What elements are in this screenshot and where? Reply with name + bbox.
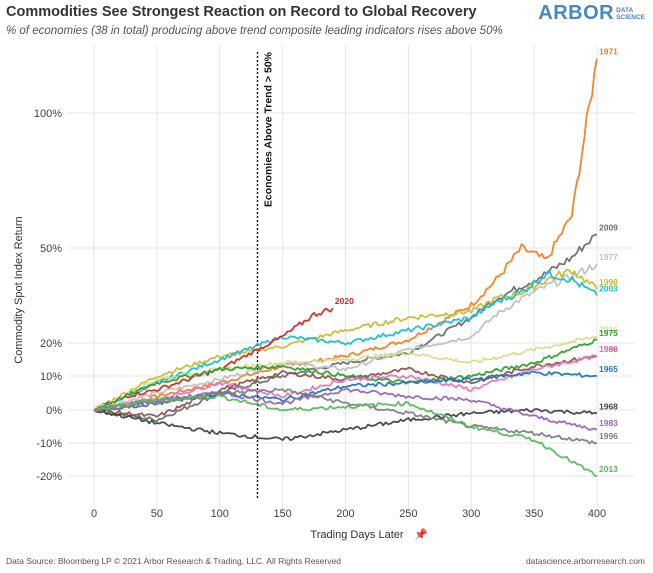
series-label-1977: 1977 [599, 252, 618, 262]
gridlines [68, 45, 635, 515]
series-line-1998 [93, 268, 598, 411]
footer-site[interactable]: datascience.arborresearch.com [525, 556, 645, 566]
series-label-2016: 2016 [599, 325, 618, 335]
x-axis-label: Trading Days Later [310, 529, 403, 541]
series-label-1986: 1986 [599, 344, 618, 354]
x-tick-label: 50 [151, 508, 163, 520]
series-line-1983 [93, 387, 598, 431]
series-layer [93, 58, 598, 477]
series-label-1993: 1993 [599, 344, 618, 354]
y-tick-label: 50% [40, 243, 62, 255]
x-tick-label: 400 [588, 508, 606, 520]
series-line-2009 [93, 233, 598, 423]
brand-sub-line-2: SCIENCE [616, 13, 645, 21]
threshold-label: Economies Above Trend > 50% [262, 51, 274, 207]
series-label-1968: 1968 [599, 401, 618, 411]
y-axis-label: Commodity Spot Index Return [13, 216, 25, 363]
series-line-2013 [93, 394, 598, 477]
series-label-1998: 1998 [599, 277, 618, 287]
series-label-1971: 1971 [599, 47, 618, 57]
series-line-1977 [93, 263, 598, 412]
y-tick-label: 10% [40, 371, 62, 383]
x-tick-label: 200 [336, 508, 354, 520]
y-tick-label: 20% [40, 338, 62, 350]
arbor-logo: ARBOR DATA SCIENCE [538, 2, 645, 25]
y-tick-label: -10% [36, 438, 62, 450]
series-label-1975: 1975 [599, 328, 618, 338]
brand-name: ARBOR [538, 2, 615, 24]
x-tick-label: 150 [273, 508, 291, 520]
series-label-2020: 2020 [335, 296, 354, 306]
x-tick-label: 0 [91, 508, 97, 520]
series-line-1996 [93, 387, 598, 445]
footer-source: Data Source: Bloomberg LP © 2021 Arbor R… [6, 556, 341, 566]
y-tick-label: -20% [36, 471, 62, 483]
chart-subtitle: % of economies (38 in total) producing a… [6, 25, 503, 37]
series-label-1996: 1996 [599, 431, 618, 441]
annotation-layer: Economies Above Trend > 50% [256, 51, 274, 500]
series-line-1975 [93, 338, 598, 412]
series-label-2013: 2013 [599, 464, 618, 474]
x-axis-ticks: 0 50 100 150 200 250 300 350 400 [91, 508, 606, 520]
pin-icon: 📌 [414, 527, 428, 541]
series-label-2003: 2003 [599, 284, 618, 294]
x-tick-label: 300 [462, 508, 480, 520]
brand-sub-line-1: DATA [616, 6, 634, 14]
y-tick-label: 100% [34, 108, 62, 120]
x-tick-label: 350 [525, 508, 543, 520]
brand-subtitle: DATA SCIENCE [616, 7, 645, 21]
series-label-1983: 1983 [599, 418, 618, 428]
y-tick-label: 0% [46, 405, 62, 417]
x-tick-label: 100 [211, 508, 229, 520]
chart-title: Commodities See Strongest Reaction on Re… [6, 4, 477, 20]
x-tick-label: 250 [399, 508, 417, 520]
series-label-2009: 2009 [599, 223, 618, 233]
y-axis-ticks: -20% -10% 0% 10% 20% 50% 100% [34, 108, 62, 483]
series-line-2003 [93, 269, 598, 411]
series-label-1965: 1965 [599, 364, 618, 374]
